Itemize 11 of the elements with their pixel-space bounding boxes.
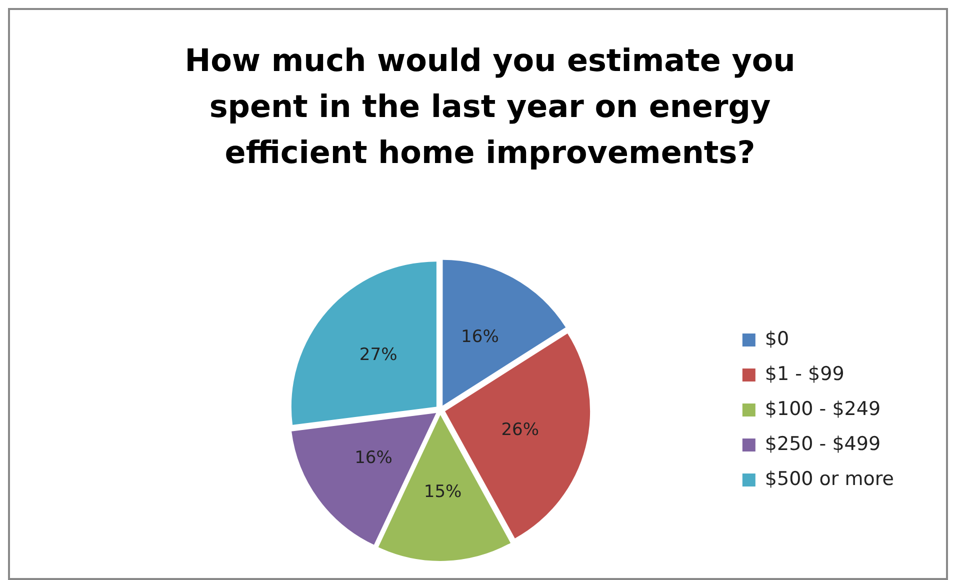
legend-label: $1 - $99: [764, 362, 844, 385]
data-label: 26%: [501, 420, 540, 440]
legend-label: $100 - $249: [764, 398, 881, 420]
legend-label: $0: [764, 328, 790, 350]
legend-label: $500 or more: [764, 468, 894, 490]
legend-label: $250 - $499: [764, 432, 881, 455]
data-label: 16%: [354, 448, 392, 468]
data-label: 16%: [461, 327, 499, 348]
chart-title: How much would you estimate you spent in the last year on energy efficient home improvements?: [184, 42, 796, 173]
data-label: 27%: [359, 344, 398, 365]
data-label: 15%: [424, 482, 462, 502]
